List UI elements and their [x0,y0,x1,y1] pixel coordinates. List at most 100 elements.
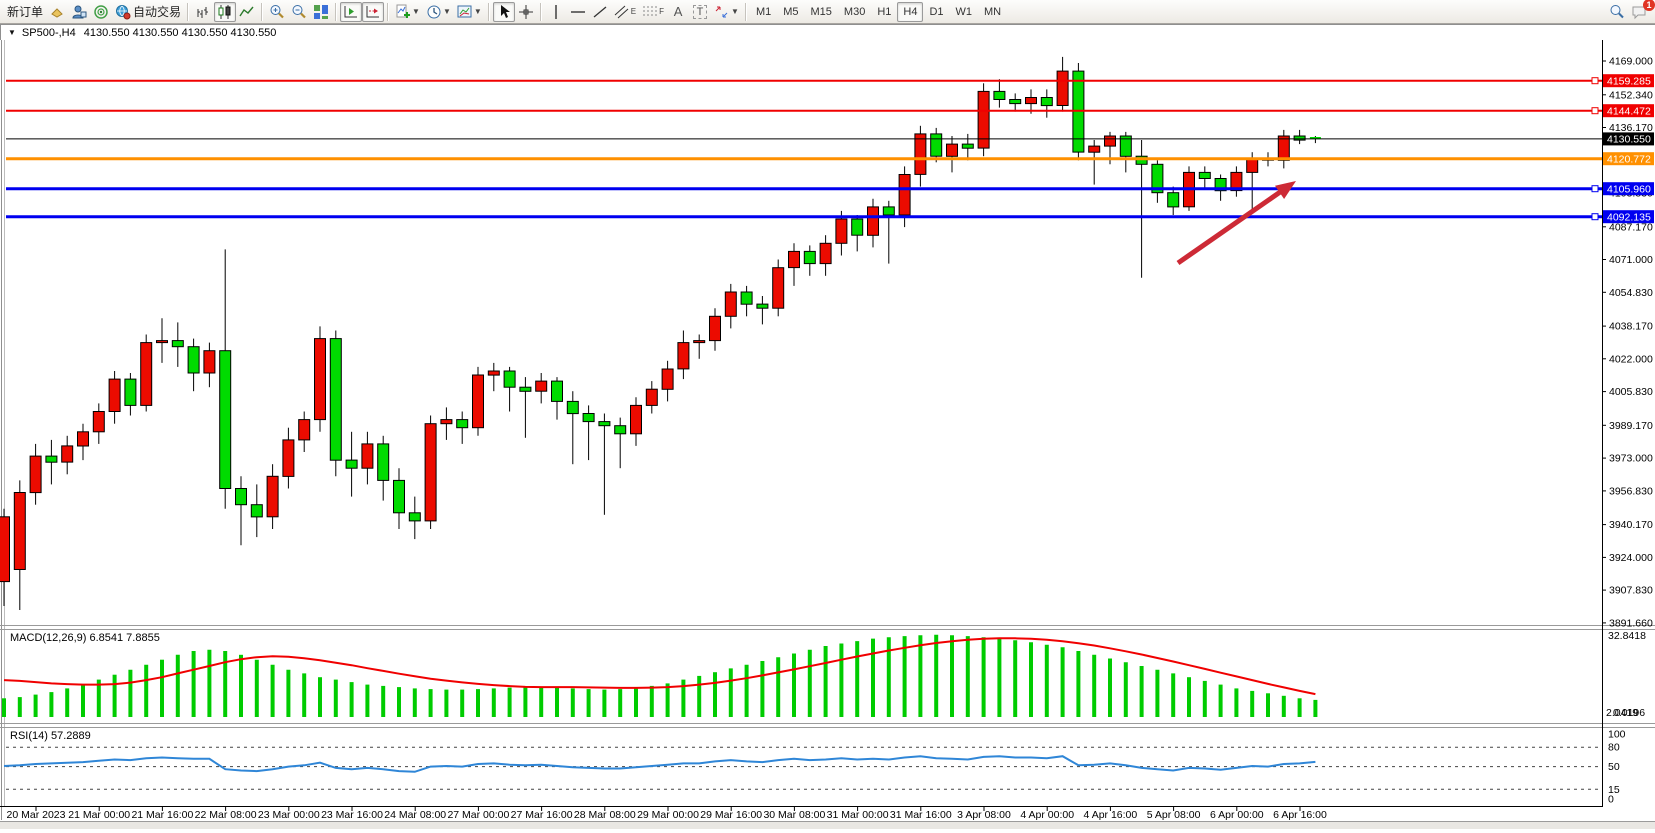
zoom-out-button[interactable] [288,2,310,22]
chevron-down-icon: ▼ [442,7,451,16]
tab-d1[interactable]: D1 [929,5,944,18]
crosshair-button[interactable] [515,2,537,22]
periods-button[interactable]: ▼ [423,2,454,22]
candlestick-button[interactable] [214,1,237,22]
time-tick: 24 Mar 08:00 [384,809,446,821]
indicators-add-icon [395,4,411,20]
svg-text:4159.285: 4159.285 [1607,76,1651,88]
search-button[interactable] [1606,2,1628,22]
arrows-button[interactable]: ▼ [711,2,742,22]
line-chart-button[interactable] [236,2,258,22]
candle [92,411,105,433]
chart-dropdown-icon[interactable]: ▼ [8,28,16,37]
candle [1198,171,1211,179]
candle [1040,97,1053,107]
tile-windows-button[interactable] [310,2,332,22]
tab-h4[interactable]: H4 [897,1,924,22]
candle [914,133,927,175]
time-tick: 5 Apr 08:00 [1147,809,1201,821]
candle [1151,163,1164,194]
candle [282,439,295,477]
price-tick: 3956.830 [1609,485,1653,497]
tab-h1[interactable]: H1 [877,5,892,18]
candle [614,425,627,435]
price-tick: 3940.170 [1609,519,1653,531]
window-bottom-edge [0,821,1655,829]
time-tick: 31 Mar 00:00 [827,809,889,821]
svg-text:0.0196: 0.0196 [1613,707,1645,719]
zoom-in-button[interactable] [266,2,288,22]
autotrading-button[interactable]: 自动交易 [112,2,184,22]
time-tick: 3 Apr 08:00 [957,809,1011,821]
new-order-button[interactable]: 新订单 [7,5,44,19]
bar-chart-button[interactable] [192,2,214,22]
time-tick: 6 Apr 16:00 [1273,809,1327,821]
time-tick: 27 Mar 16:00 [511,809,573,821]
candle [709,315,721,342]
hline-button[interactable] [567,2,589,22]
notifications-button[interactable]: 1 [1628,0,1655,22]
text-button[interactable]: A [667,2,689,22]
price-tick: 4087.170 [1609,221,1653,233]
price-tick: 4071.000 [1609,254,1653,266]
candle [1119,135,1132,157]
separator [261,2,264,21]
tab-w1[interactable]: W1 [955,5,973,18]
drawn-arrow [1176,186,1286,266]
candle [393,479,405,514]
candle [519,386,532,392]
line-handle [1591,213,1599,221]
chart-shift-button[interactable] [362,1,385,22]
candle [456,419,469,429]
candle [424,423,437,522]
price-tick: 4054.830 [1609,287,1653,299]
fibonacci-button[interactable]: F [639,2,667,22]
price-tag [1603,74,1654,88]
svg-text:100: 100 [1608,729,1626,741]
label-icon: T [692,4,708,19]
label-button[interactable]: T [689,2,711,22]
candle [977,90,990,149]
tab-m30[interactable]: M30 [843,5,866,18]
candle [740,291,753,305]
candle [45,455,58,463]
cursor-button[interactable] [492,1,515,22]
candle [946,143,958,157]
price-tag [1603,210,1654,224]
signals-button[interactable] [90,2,112,22]
gold-bar-button[interactable] [46,2,68,22]
chevron-down-icon: ▼ [731,7,739,16]
indicators-button[interactable]: ▼ [392,2,423,22]
candle [693,340,706,344]
candle [250,504,263,518]
price-tick: 4152.340 [1609,89,1653,101]
candle [345,459,358,469]
time-tick: 31 Mar 16:00 [890,809,952,821]
trendline-button[interactable] [589,2,611,22]
candle [882,206,895,216]
templates-button[interactable]: ▼ [454,2,485,22]
candle [535,380,548,392]
separator [335,2,338,21]
candle [171,340,184,348]
vline-button[interactable] [545,2,567,22]
price-tag [1603,104,1654,118]
auto-scroll-button[interactable] [340,1,363,22]
price-tag [1603,182,1654,196]
zoom-in-icon [269,4,285,20]
tab-m1[interactable]: M1 [755,5,772,18]
templates-icon [457,4,473,20]
separator [387,2,390,21]
arrows-icon [714,4,730,20]
profile-button[interactable] [68,2,90,22]
tab-mn[interactable]: MN [984,5,1002,18]
tab-m15[interactable]: M15 [810,5,832,18]
candle [582,413,595,423]
channel-button[interactable]: E [611,2,639,22]
chart-shift-icon [365,4,381,20]
tab-m5[interactable]: M5 [783,5,799,18]
candle [140,342,153,406]
time-tick: 27 Mar 00:00 [447,809,509,821]
candle [835,218,848,244]
